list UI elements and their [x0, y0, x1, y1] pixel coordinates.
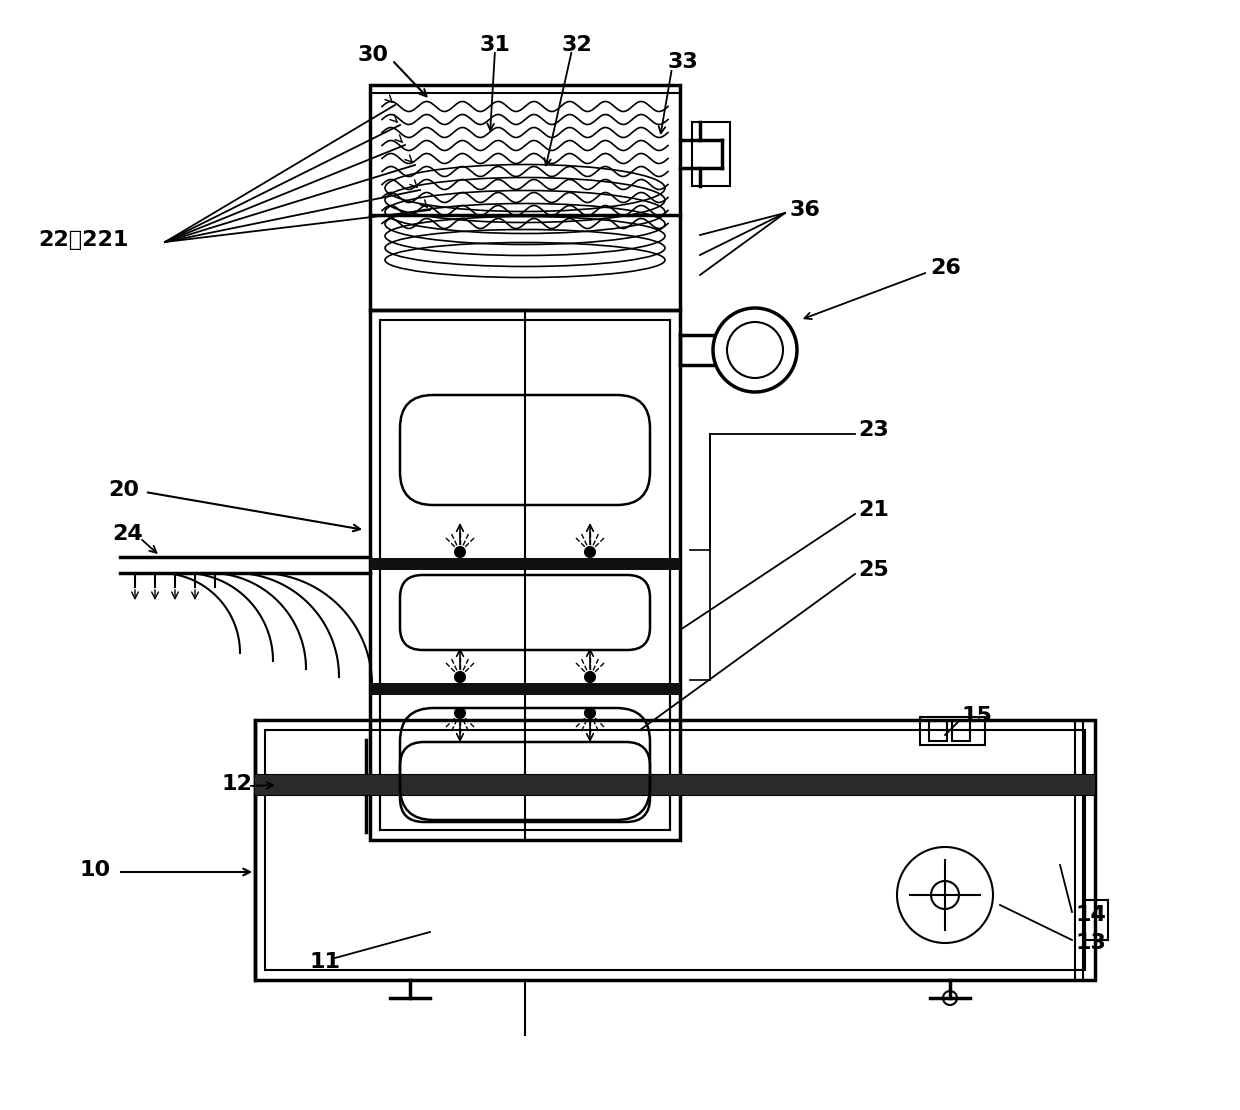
Bar: [952, 722, 970, 741]
Bar: [929, 722, 947, 741]
Bar: [920, 717, 985, 745]
Text: 23: 23: [858, 420, 889, 440]
Circle shape: [455, 547, 465, 557]
Text: 31: 31: [480, 36, 511, 56]
Bar: [370, 85, 680, 310]
Text: 15: 15: [962, 706, 993, 726]
Bar: [255, 775, 1095, 795]
Text: 36: 36: [790, 200, 821, 220]
Bar: [255, 720, 1095, 980]
Bar: [265, 730, 1085, 970]
Circle shape: [585, 672, 595, 682]
Circle shape: [585, 547, 595, 557]
Bar: [370, 310, 680, 840]
Circle shape: [455, 708, 465, 718]
Text: 12: 12: [222, 774, 253, 794]
Text: 11: 11: [310, 952, 341, 972]
Bar: [370, 683, 680, 695]
Circle shape: [455, 672, 465, 682]
Text: 30: 30: [358, 46, 389, 65]
Circle shape: [585, 708, 595, 718]
Text: 25: 25: [858, 561, 889, 581]
Text: 10: 10: [81, 860, 112, 880]
Bar: [379, 320, 670, 830]
Text: 14: 14: [1075, 905, 1106, 925]
Text: 21: 21: [858, 500, 889, 519]
Text: 26: 26: [930, 258, 961, 278]
Bar: [370, 558, 680, 571]
Text: 22、221: 22、221: [38, 230, 129, 250]
Text: 33: 33: [668, 52, 699, 72]
Text: 24: 24: [112, 524, 143, 544]
Text: 20: 20: [108, 480, 139, 500]
Text: 32: 32: [562, 36, 593, 56]
Text: 13: 13: [1075, 934, 1106, 953]
